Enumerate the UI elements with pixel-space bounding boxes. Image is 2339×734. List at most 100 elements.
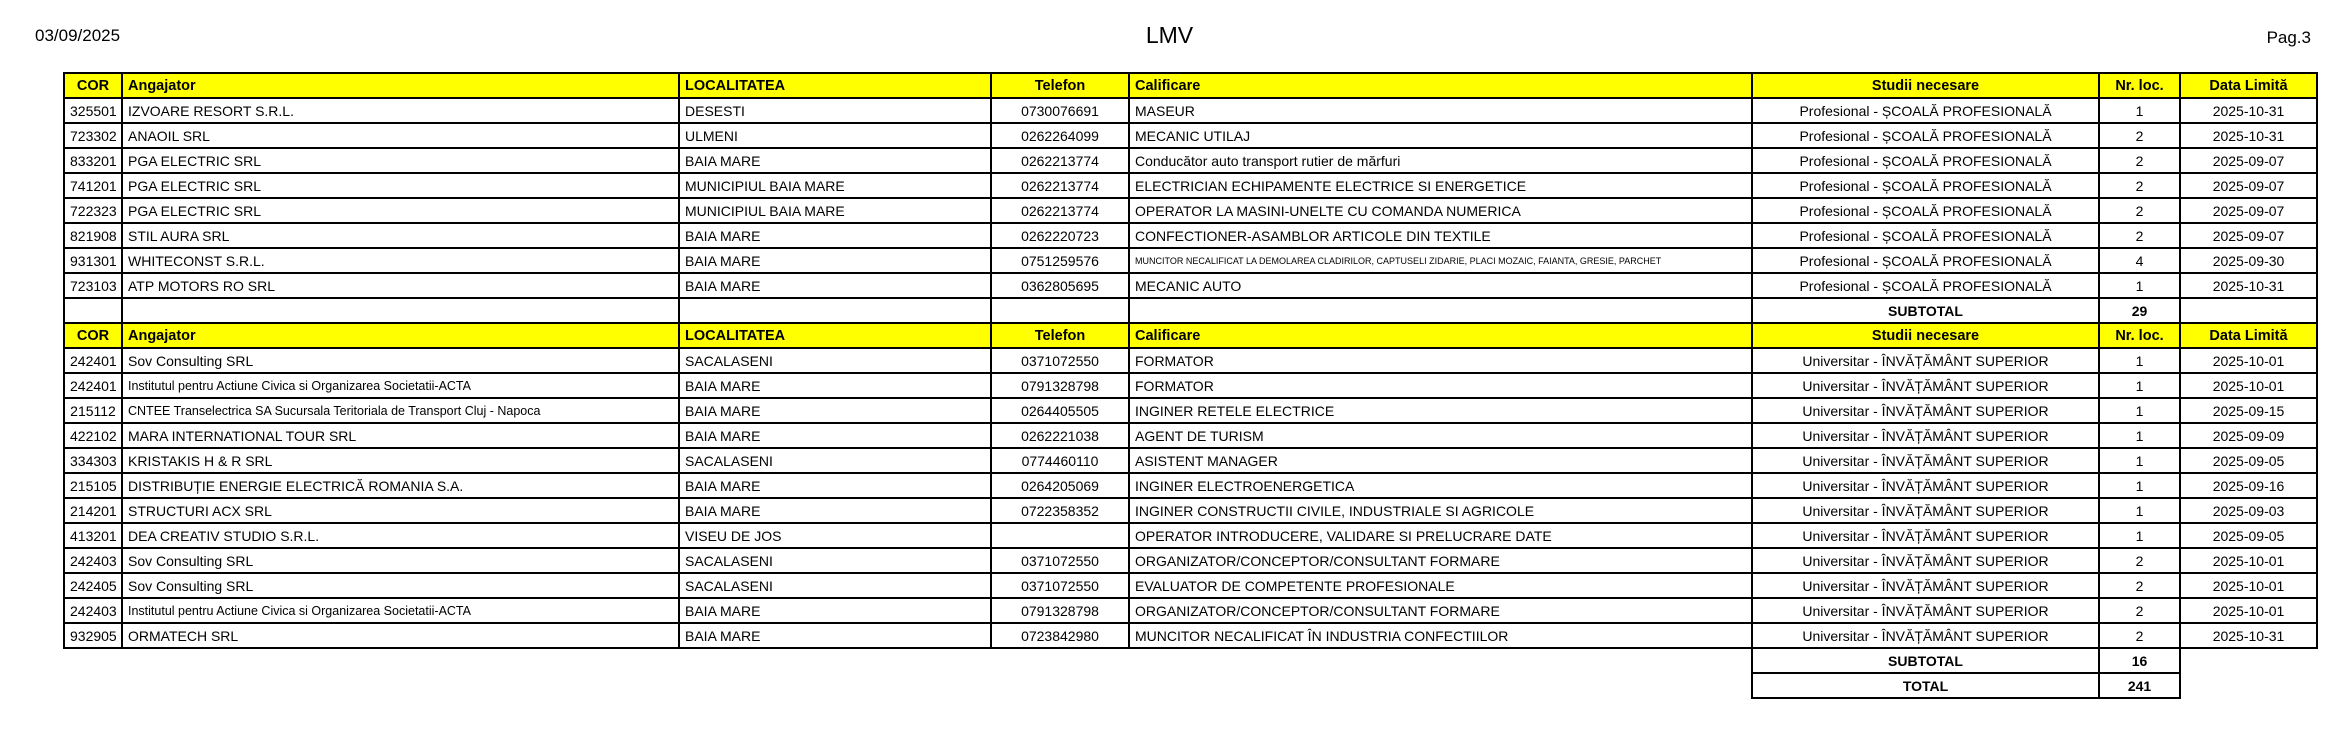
cell-nr: 2	[2098, 622, 2181, 649]
cell-localitatea: SACALASENI	[678, 547, 992, 574]
table-row: 741201 PGA ELECTRIC SRL MUNICIPIUL BAIA MA…	[63, 172, 2318, 199]
cell-calificare: INGINER CONSTRUCTII CIVILE, INDUSTRIALE …	[1128, 497, 1753, 524]
cell-localitatea: BAIA MARE	[678, 497, 992, 524]
table-header-row: COR Angajator LOCALITATEA Telefon Calificare…	[63, 322, 2318, 349]
cell-data: 2025-09-30	[2179, 247, 2318, 274]
cell-telefon	[990, 522, 1130, 549]
cell-data: 2025-09-07	[2179, 222, 2318, 249]
cell-nr: 1	[2098, 522, 2181, 549]
cell-cor: 242403	[63, 547, 123, 574]
table-row: 334303 KRISTAKIS H & R SRL SACALASENI 07744…	[63, 447, 2318, 474]
cell-data: 2025-10-31	[2179, 272, 2318, 299]
cell-studii: Profesional - ȘCOALĂ PROFESIONALĂ	[1751, 272, 2100, 299]
cell-empty	[679, 673, 991, 698]
cell-calificare: OPERATOR LA MASINI-UNELTE CU COMANDA NUM…	[1128, 197, 1753, 224]
cell-data: 2025-10-01	[2179, 572, 2318, 599]
cell-cor: 723302	[63, 122, 123, 149]
cell-empty	[122, 648, 679, 673]
cell-data: 2025-09-05	[2179, 447, 2318, 474]
cell-data: 2025-10-01	[2179, 372, 2318, 399]
cell-telefon: 0262221038	[990, 422, 1130, 449]
table-row: 242401 Institutul pentru Actiune Civica s…	[63, 372, 2318, 399]
table-row: 723302 ANAOIL SRL ULMENI 0262264099 MECANIC …	[63, 122, 2318, 149]
cell-cor: 932905	[63, 622, 123, 649]
column-header-cor: COR	[63, 322, 123, 349]
cell-studii: Profesional - ȘCOALĂ PROFESIONALĂ	[1751, 172, 2100, 199]
cell-studii: Profesional - ȘCOALĂ PROFESIONALĂ	[1751, 147, 2100, 174]
cell-studii: Universitar - ÎNVĂȚĂMÂNT SUPERIOR	[1751, 447, 2100, 474]
cell-nr: 1	[2098, 422, 2181, 449]
cell-nr: 4	[2098, 247, 2181, 274]
cell-cor: 723103	[63, 272, 123, 299]
column-header-telefon: Telefon	[990, 322, 1130, 349]
cell-data: 2025-10-01	[2179, 597, 2318, 624]
cell-telefon: 0791328798	[990, 597, 1130, 624]
cell-nr: 1	[2098, 272, 2181, 299]
cell-cor: 722323	[63, 197, 123, 224]
cell-data: 2025-10-31	[2179, 622, 2318, 649]
cell-data: 2025-10-01	[2179, 347, 2318, 374]
cell-angajator: DEA CREATIV STUDIO S.R.L.	[121, 522, 680, 549]
cell-empty	[1129, 648, 1752, 673]
cell-localitatea: BAIA MARE	[678, 372, 992, 399]
column-header-telefon: Telefon	[990, 72, 1130, 99]
table-row: 931301 WHITECONST S.R.L. BAIA MARE 07512595…	[63, 247, 2318, 274]
cell-cor: 833201	[63, 147, 123, 174]
cell-cor: 242405	[63, 572, 123, 599]
cell-angajator: ANAOIL SRL	[121, 122, 680, 149]
cell-calificare: CONFECTIONER-ASAMBLOR ARTICOLE DIN TEXTI…	[1128, 222, 1753, 249]
cell-data: 2025-09-15	[2179, 397, 2318, 424]
cell-localitatea: SACALASENI	[678, 572, 992, 599]
table-row: 242403 Sov Consulting SRL SACALASENI 037107…	[63, 547, 2318, 574]
cell-calificare: ORGANIZATOR/CONCEPTOR/CONSULTANT FORMARE	[1128, 547, 1753, 574]
cell-studii: Universitar - ÎNVĂȚĂMÂNT SUPERIOR	[1751, 522, 2100, 549]
cell-data: 2025-10-01	[2179, 547, 2318, 574]
cell-calificare: ASISTENT MANAGER	[1128, 447, 1753, 474]
cell-cor: 215105	[63, 472, 123, 499]
cell-localitatea: SACALASENI	[678, 447, 992, 474]
cell-telefon: 0264405505	[990, 397, 1130, 424]
subtotal-value: 16	[2098, 647, 2181, 674]
cell-nr: 2	[2098, 597, 2181, 624]
table-row: 242401 Sov Consulting SRL SACALASENI 037107…	[63, 347, 2318, 374]
cell-telefon: 0262213774	[990, 147, 1130, 174]
page-number: Pag.3	[2266, 28, 2311, 47]
cell-nr: 2	[2098, 547, 2181, 574]
cell-angajator: Sov Consulting SRL	[121, 347, 680, 374]
table-row: 242403 Institutul pentru Actiune Civica s…	[63, 597, 2318, 624]
cell-studii: Universitar - ÎNVĂȚĂMÂNT SUPERIOR	[1751, 422, 2100, 449]
cell-empty	[122, 673, 679, 698]
cell-localitatea: BAIA MARE	[678, 272, 992, 299]
cell-angajator: ORMATECH SRL	[121, 622, 680, 649]
cell-telefon: 0751259576	[990, 247, 1130, 274]
cell-telefon: 0791328798	[990, 372, 1130, 399]
cell-nr: 1	[2098, 397, 2181, 424]
cell-cor: 325501	[63, 97, 123, 124]
cell-calificare: ELECTRICIAN ECHIPAMENTE ELECTRICE SI ENE…	[1128, 172, 1753, 199]
cell-studii: Universitar - ÎNVĂȚĂMÂNT SUPERIOR	[1751, 372, 2100, 399]
column-header-cor: COR	[63, 72, 123, 99]
cell-localitatea: ULMENI	[678, 122, 992, 149]
cell-calificare: EVALUATOR DE COMPETENTE PROFESIONALE	[1128, 572, 1753, 599]
vacancy-table: COR Angajator LOCALITATEA Telefon Calificare…	[63, 72, 2318, 699]
table-row: 821908 STIL AURA SRL BAIA MARE 0262220723 CO…	[63, 222, 2318, 249]
cell-angajator: ATP MOTORS RO SRL	[121, 272, 680, 299]
cell-angajator: STIL AURA SRL	[121, 222, 680, 249]
column-header-angajator: Angajator	[121, 72, 680, 99]
cell-angajator: IZVOARE RESORT S.R.L.	[121, 97, 680, 124]
column-header-calificare: Calificare	[1128, 322, 1753, 349]
cell-angajator: PGA ELECTRIC SRL	[121, 147, 680, 174]
table-row: 722323 PGA ELECTRIC SRL MUNICIPIUL BAIA MA…	[63, 197, 2318, 224]
table-row: 242405 Sov Consulting SRL SACALASENI 037107…	[63, 572, 2318, 599]
subtotal-label: SUBTOTAL	[1751, 297, 2100, 324]
report-date: 03/09/2025	[35, 26, 121, 45]
cell-angajator: MARA INTERNATIONAL TOUR SRL	[121, 422, 680, 449]
cell-studii: Universitar - ÎNVĂȚĂMÂNT SUPERIOR	[1751, 597, 2100, 624]
column-header-nr: Nr. loc.	[2098, 322, 2181, 349]
cell-angajator: Sov Consulting SRL	[121, 572, 680, 599]
cell-calificare: FORMATOR	[1128, 372, 1753, 399]
cell-studii: Universitar - ÎNVĂȚĂMÂNT SUPERIOR	[1751, 472, 2100, 499]
column-header-data: Data Limită	[2179, 322, 2318, 349]
cell-telefon: 0262213774	[990, 172, 1130, 199]
cell-data: 2025-09-05	[2179, 522, 2318, 549]
